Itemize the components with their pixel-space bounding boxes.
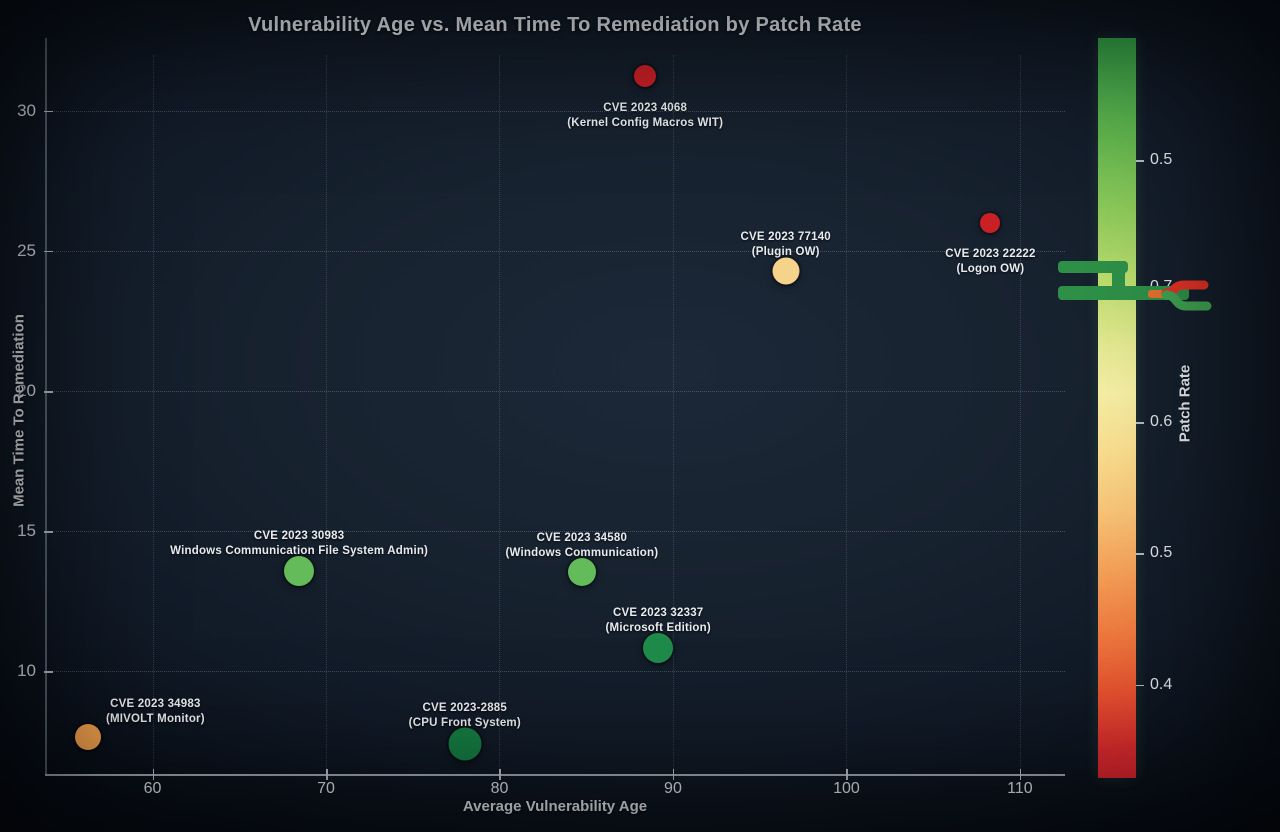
x-axis-label: Average Vulnerability Age	[462, 798, 648, 815]
point-label-line: CVE 2023 32337	[613, 607, 704, 620]
y-tick-mark	[44, 531, 53, 533]
y-tick-label: 15	[17, 521, 36, 541]
y-tick-mark	[44, 391, 53, 393]
y-axis-spine	[45, 38, 47, 775]
x-axis-spine	[45, 774, 1065, 776]
colorbar-tick-label: 0.6	[1150, 413, 1173, 431]
y-gridline	[45, 671, 1065, 673]
colorbar-tick-mark	[1136, 684, 1144, 687]
colorbar-tick-mark	[1136, 553, 1144, 555]
scatter-point	[284, 555, 315, 586]
colorbar-tick-label: 0.4	[1150, 675, 1173, 693]
x-gridline	[499, 55, 501, 775]
y-tick-mark	[44, 671, 53, 673]
y-tick-label: 20	[17, 381, 36, 401]
x-tick-label: 110	[1007, 780, 1033, 797]
colorbar-label: Patch Rate	[1176, 364, 1194, 443]
x-tick-label: 70	[317, 780, 335, 797]
point-label-line: CVE 2023 77140	[740, 231, 831, 244]
x-gridline	[326, 55, 328, 775]
y-tick-label: 30	[17, 100, 36, 120]
point-label-line: CVE 2023 34983	[110, 698, 201, 711]
point-label: CVE 2023 34580 (Windows Communication)	[506, 531, 659, 561]
x-tick-label: 80	[490, 780, 509, 797]
scatter-point	[643, 633, 674, 664]
point-label: CVE 2023-2885 (CPU Front System)	[409, 701, 521, 731]
point-label: CVE 2023 34983 (MIVOLT Monitor)	[106, 697, 205, 727]
point-label-line: (MIVOLT Monitor)	[105, 713, 205, 726]
point-label: CVE 2023 22222 (Logon OW)	[945, 247, 1035, 277]
colorbar-tick-label: 0.5	[1150, 151, 1173, 169]
point-label-line: CVE 2023 22222	[945, 247, 1036, 260]
point-label-line: CVE 2023 34580	[536, 532, 628, 545]
point-label-line: CVE 2023 4068	[603, 101, 688, 114]
point-label-line: (Windows Communication)	[505, 547, 659, 560]
point-label-line: (CPU Front System)	[408, 716, 521, 729]
y-gridline	[45, 531, 1065, 533]
point-label: CVE 2023 77140 (Plugin OW)	[741, 230, 831, 260]
y-gridline	[45, 110, 1065, 112]
colorbar-tick-label: 0.7	[1150, 278, 1173, 296]
point-label: CVE 2023 30983 Windows Communication File…	[170, 529, 428, 559]
point-label-line: Windows Communication File System Admin)	[170, 544, 429, 557]
x-tick-label: 90	[664, 780, 682, 797]
point-label-line: CVE 2023 30983	[253, 529, 345, 542]
scatter-point	[448, 727, 482, 761]
y-gridline	[45, 391, 1065, 393]
point-label-line: (Plugin OW)	[751, 246, 820, 259]
y-tick-mark	[44, 250, 53, 253]
colorbar-tick-label: 0.5	[1150, 544, 1173, 562]
x-gridline	[672, 55, 674, 775]
y-tick-label: 25	[17, 240, 36, 260]
colorbar	[1098, 38, 1136, 778]
point-label-line: (Kernel Config Macros WIT)	[567, 116, 724, 129]
y-tick-label: 10	[17, 661, 36, 681]
colorbar-tick-mark	[1136, 160, 1144, 162]
point-label-line: (Logon OW)	[956, 262, 1025, 275]
chart-title: Vulnerability Age vs. Mean Time To Remed…	[248, 14, 862, 36]
point-label: CVE 2023 32337 (Microsoft Edition)	[606, 606, 711, 636]
y-gridline	[45, 250, 1065, 252]
colorbar-tick-mark	[1136, 422, 1144, 424]
point-label: CVE 2023 4068 (Kernel Config Macros WIT)	[567, 101, 723, 131]
scatter-point	[567, 558, 596, 587]
point-label-line: (Microsoft Edition)	[605, 622, 711, 635]
scatter-point	[980, 212, 1001, 233]
x-gridline	[152, 55, 154, 775]
x-tick-label: 100	[833, 780, 860, 797]
scatter-point	[75, 724, 102, 751]
point-label-line: CVE 2023-2885	[422, 701, 507, 714]
x-tick-label: 60	[143, 780, 162, 797]
colorbar-tick-mark	[1136, 287, 1144, 289]
x-gridline	[1019, 55, 1021, 775]
y-axis-label: Mean Time To Remediation	[10, 314, 28, 507]
x-gridline	[846, 55, 848, 775]
scatter-point	[772, 257, 800, 285]
scatter-point	[634, 64, 657, 87]
y-tick-mark	[44, 110, 53, 113]
